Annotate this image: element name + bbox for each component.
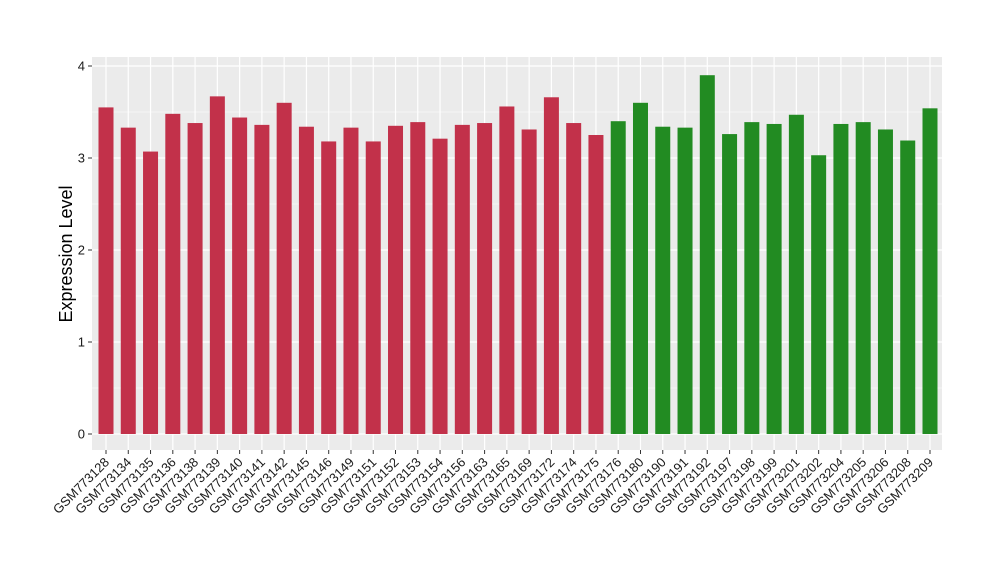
x-axis: GSM773128GSM773134GSM773135GSM773136GSM7… <box>50 450 936 517</box>
y-axis: 0 1 2 3 4 <box>78 59 92 442</box>
bar <box>388 125 404 435</box>
bar <box>610 121 626 434</box>
bar <box>98 107 114 435</box>
bar <box>766 123 782 435</box>
bar <box>321 141 337 434</box>
bar <box>744 122 760 435</box>
y-tick-label: 1 <box>78 335 85 350</box>
bar <box>788 114 804 434</box>
bar <box>365 141 381 434</box>
y-tick-label: 3 <box>78 151 85 166</box>
bar <box>454 124 470 434</box>
bar <box>677 127 693 434</box>
bar <box>254 124 270 434</box>
y-tick-label: 4 <box>78 59 85 74</box>
y-tick-label: 0 <box>78 427 85 442</box>
bar <box>120 127 136 434</box>
bar <box>632 102 648 435</box>
bar <box>165 113 181 434</box>
bar <box>143 151 159 434</box>
bar <box>543 97 559 434</box>
bar <box>699 75 715 434</box>
bar <box>499 106 515 434</box>
bar <box>811 155 827 435</box>
bar <box>877 129 893 435</box>
bar <box>298 126 314 434</box>
bar <box>209 96 225 435</box>
bar <box>566 123 582 434</box>
bar <box>343 127 359 434</box>
bar <box>276 102 292 435</box>
bar <box>187 123 203 434</box>
y-tick-label: 2 <box>78 243 85 258</box>
bar <box>922 108 938 434</box>
bar <box>855 122 871 435</box>
bar <box>477 123 493 434</box>
bars <box>98 75 938 435</box>
bar <box>232 117 248 435</box>
bar <box>410 122 426 435</box>
bar <box>655 126 671 434</box>
y-axis-title: Expression Level <box>56 185 76 322</box>
bar <box>432 138 448 434</box>
bar <box>588 135 604 434</box>
bar <box>521 129 537 435</box>
bar <box>900 140 916 434</box>
bar <box>722 134 738 434</box>
bar <box>833 123 849 435</box>
